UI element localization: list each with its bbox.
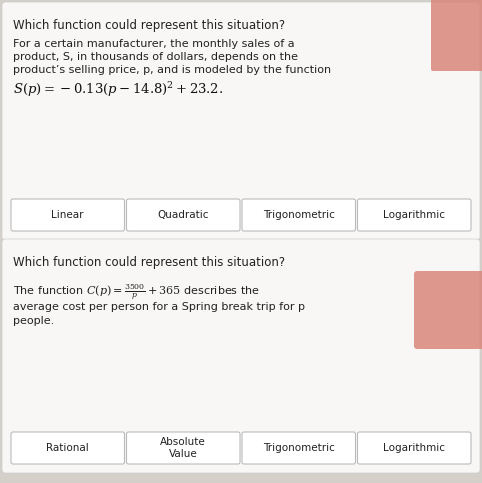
FancyBboxPatch shape <box>2 239 480 473</box>
Text: Trigonometric: Trigonometric <box>263 210 335 220</box>
FancyBboxPatch shape <box>414 271 482 349</box>
Text: Linear: Linear <box>52 210 84 220</box>
Text: For a certain manufacturer, the monthly sales of a: For a certain manufacturer, the monthly … <box>13 39 295 49</box>
FancyBboxPatch shape <box>358 432 471 464</box>
Text: $S(p) = -0.13(p-14.8)^2+23.2.$: $S(p) = -0.13(p-14.8)^2+23.2.$ <box>13 80 223 99</box>
Text: Trigonometric: Trigonometric <box>263 443 335 453</box>
Text: Absolute
Value: Absolute Value <box>161 437 206 459</box>
FancyBboxPatch shape <box>11 199 124 231</box>
FancyBboxPatch shape <box>242 199 356 231</box>
Text: Logarithmic: Logarithmic <box>383 443 445 453</box>
FancyBboxPatch shape <box>431 0 482 71</box>
FancyBboxPatch shape <box>2 2 480 240</box>
FancyBboxPatch shape <box>126 432 240 464</box>
Text: Quadratic: Quadratic <box>158 210 209 220</box>
FancyBboxPatch shape <box>126 199 240 231</box>
Text: average cost per person for a Spring break trip for p: average cost per person for a Spring bre… <box>13 302 305 312</box>
Text: product’s selling price, p, and is modeled by the function: product’s selling price, p, and is model… <box>13 65 331 75</box>
FancyBboxPatch shape <box>242 432 356 464</box>
Text: product, S, in thousands of dollars, depends on the: product, S, in thousands of dollars, dep… <box>13 52 298 62</box>
Text: The function $C(p) = \frac{3500}{p} + 365$ describes the: The function $C(p) = \frac{3500}{p} + 36… <box>13 282 260 302</box>
Text: Rational: Rational <box>46 443 89 453</box>
Text: Which function could represent this situation?: Which function could represent this situ… <box>13 19 285 32</box>
FancyBboxPatch shape <box>358 199 471 231</box>
Text: people.: people. <box>13 316 54 326</box>
Text: Logarithmic: Logarithmic <box>383 210 445 220</box>
FancyBboxPatch shape <box>11 432 124 464</box>
Text: Which function could represent this situation?: Which function could represent this situ… <box>13 256 285 269</box>
